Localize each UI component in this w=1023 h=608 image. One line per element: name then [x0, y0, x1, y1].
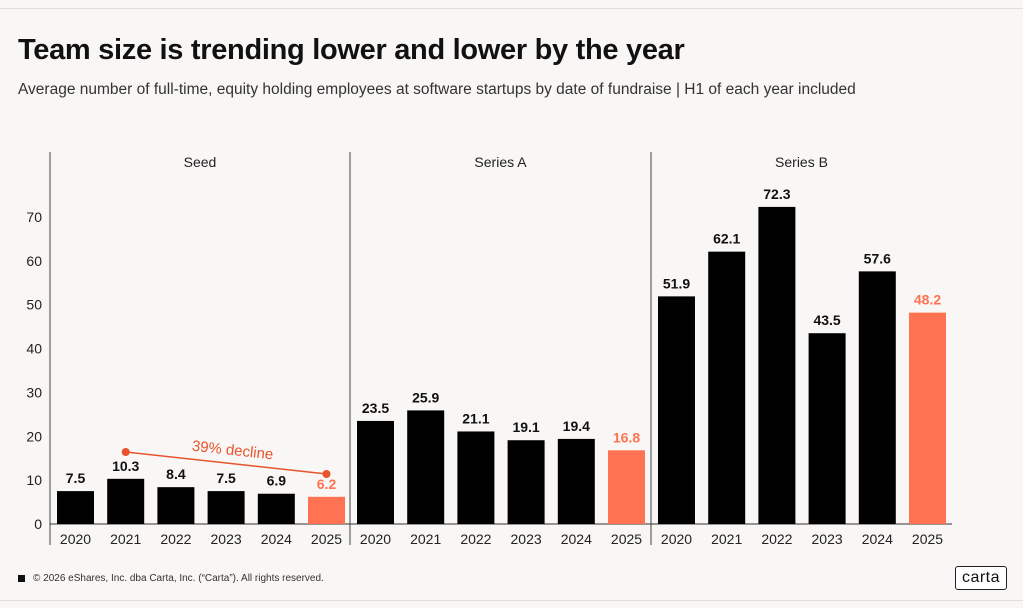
data-label: 7.5: [216, 470, 236, 486]
footer-square-icon: [18, 575, 25, 582]
data-label: 23.5: [362, 400, 389, 416]
bar: [909, 312, 946, 524]
top-divider: [0, 8, 1023, 9]
chart-title: Team size is trending lower and lower by…: [18, 34, 685, 66]
bottom-divider: [0, 600, 1023, 601]
panel-title: Seed: [184, 154, 217, 170]
data-label: 72.3: [763, 186, 790, 202]
data-label: 51.9: [663, 275, 690, 291]
bar: [308, 496, 345, 524]
y-tick-label: 0: [34, 516, 42, 532]
x-tick-label: 2022: [160, 531, 191, 547]
bar: [357, 420, 394, 524]
bar: [557, 438, 595, 524]
y-tick-label: 30: [26, 384, 42, 400]
bar: [858, 271, 896, 524]
carta-logo: carta: [955, 566, 1007, 590]
data-label: 6.2: [317, 476, 337, 492]
x-tick-label: 2023: [511, 531, 542, 547]
bar: [157, 487, 195, 524]
copyright-text: © 2026 eShares, Inc. dba Carta, Inc. (“C…: [33, 573, 324, 584]
bar: [507, 440, 545, 524]
x-tick-label: 2022: [460, 531, 491, 547]
x-tick-label: 2021: [410, 531, 441, 547]
data-label: 21.1: [462, 410, 489, 426]
bar: [107, 478, 145, 524]
data-label: 57.6: [864, 250, 891, 266]
x-tick-label: 2024: [862, 531, 893, 547]
bar: [257, 493, 295, 524]
bar: [708, 251, 746, 524]
bar: [808, 333, 846, 524]
data-label: 62.1: [713, 231, 740, 247]
data-label: 10.3: [112, 458, 139, 474]
y-tick-label: 50: [26, 297, 42, 313]
data-label: 7.5: [66, 470, 86, 486]
x-tick-label: 2022: [761, 531, 792, 547]
y-tick-label: 60: [26, 253, 42, 269]
chart-subtitle: Average number of full-time, equity hold…: [18, 81, 856, 98]
annotation-dot-end: [322, 470, 331, 478]
bar: [457, 431, 495, 524]
y-tick-label: 20: [26, 428, 42, 444]
bar: [658, 296, 695, 524]
bar: [608, 450, 645, 524]
data-label: 8.4: [166, 466, 186, 482]
data-label: 48.2: [914, 292, 941, 308]
x-tick-label: 2023: [812, 531, 843, 547]
x-tick-label: 2021: [711, 531, 742, 547]
x-tick-label: 2025: [311, 531, 342, 547]
bar: [57, 491, 94, 524]
footer: © 2026 eShares, Inc. dba Carta, Inc. (“C…: [18, 573, 324, 584]
x-tick-label: 2021: [110, 531, 141, 547]
data-label: 16.8: [613, 429, 640, 445]
data-label: 19.1: [512, 419, 539, 435]
x-tick-label: 2024: [261, 531, 292, 547]
annotation-text: 39% decline: [191, 438, 274, 464]
data-label: 43.5: [813, 312, 840, 328]
x-tick-label: 2020: [60, 531, 91, 547]
x-tick-label: 2024: [561, 531, 592, 547]
data-label: 19.4: [563, 418, 590, 434]
annotation-dot-start: [121, 448, 130, 456]
bar: [207, 491, 245, 524]
data-label: 25.9: [412, 389, 439, 405]
y-tick-label: 70: [26, 209, 42, 225]
x-tick-label: 2025: [611, 531, 642, 547]
y-tick-label: 40: [26, 341, 42, 357]
bar: [407, 410, 445, 524]
annotation-line: [125, 451, 327, 475]
x-tick-label: 2025: [912, 531, 943, 547]
x-tick-label: 2023: [211, 531, 242, 547]
bar: [758, 206, 796, 525]
panel-title: Series A: [474, 154, 527, 170]
data-label: 6.9: [267, 473, 287, 489]
x-tick-label: 2020: [360, 531, 391, 547]
x-tick-label: 2020: [661, 531, 692, 547]
panel-title: Series B: [775, 154, 828, 170]
bar-chart: 0 10 20 30 40 50 60 70 Seed 7.5 2020 10.3 2021 8.4 202…: [26, 152, 952, 547]
y-tick-label: 10: [26, 472, 42, 488]
